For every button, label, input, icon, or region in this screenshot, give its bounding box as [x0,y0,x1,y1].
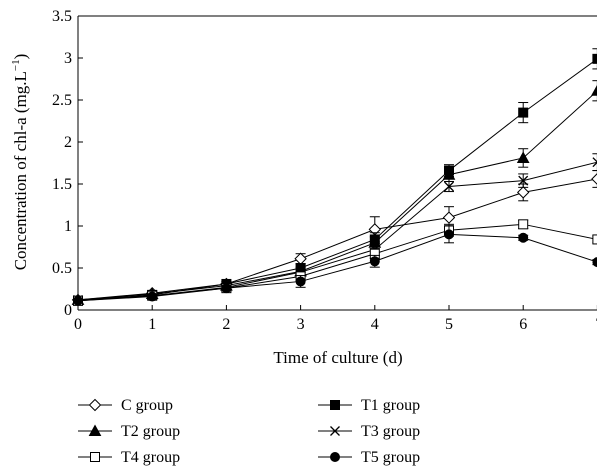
y-tick-label: 0 [64,302,72,319]
data-point [518,219,529,230]
series-line [77,223,597,302]
data-point [444,229,454,240]
data-point [591,173,597,185]
legend-item: T2 group [78,423,180,440]
data-point [294,252,307,265]
x-tick-label: 4 [371,316,379,333]
legend-marker [90,452,100,462]
data-point [592,257,597,268]
series-line [77,178,597,301]
legend-marker [330,452,340,462]
legend-marker [330,400,340,410]
legend-label: C group [121,397,173,414]
y-axis-title: Concentration of chl-a (mg.L−1) [10,54,30,271]
x-axis-title: Time of culture (d) [273,348,402,367]
x-tick-label: 3 [297,316,305,333]
y-tick-label: 2 [64,134,72,151]
legend-marker [330,426,340,436]
data-point [369,256,380,267]
x-tick-label: 7 [595,316,597,333]
series-t1-group [73,48,597,306]
series-layer [71,48,597,307]
series-t5-group [73,225,597,306]
legend-label: T1 group [361,397,420,414]
x-tick-label: 6 [519,316,527,333]
legend-item: C group [78,397,173,414]
y-tick-label: 2.5 [52,92,72,109]
data-point [591,84,597,96]
y-axis-title-main: Concentration of chl-a (mg.L [11,71,30,270]
y-tick-label: 1 [64,218,72,235]
legend-label: T4 group [121,449,180,466]
legend-label: T2 group [121,423,180,440]
legend-label: T5 group [361,449,420,466]
series-line [77,233,597,302]
data-point [516,186,530,199]
y-tick-label: 1.5 [52,176,72,193]
legend-item: T1 group [318,397,420,414]
y-axis-title-close: ) [11,54,30,60]
legend-marker [88,398,102,412]
series-line [77,161,597,301]
x-tick-label: 5 [445,316,453,333]
x-tick-label: 1 [148,316,156,333]
data-point [295,276,306,287]
data-point [516,151,530,163]
data-point [444,181,454,192]
legend-item: T5 group [318,449,420,466]
y-tick-label: 3.5 [52,8,72,25]
axes: 0 1 2 3 4 5 6 7 0 0.5 1 1.5 2 2.5 3 3.5 [52,8,597,333]
legend-label: T3 group [361,423,420,440]
data-point [73,295,83,306]
data-point [518,175,529,186]
data-point [147,291,158,302]
data-point [592,53,597,64]
data-point [442,211,456,224]
x-tick-label: 2 [222,316,230,333]
legend-item: T4 group [78,449,180,466]
series-line [77,90,597,301]
data-point [221,283,232,294]
y-axis-title-sup: −1 [10,59,22,71]
legend-item: T3 group [318,423,420,440]
y-tick-label: 0.5 [52,260,72,277]
y-tick-label: 3 [64,50,72,67]
legend: C group T1 group T2 group T3 group T4 group T… [78,397,420,466]
data-point [592,157,597,168]
data-point [518,232,529,243]
data-point [518,107,529,118]
data-point [592,234,597,245]
data-point [442,168,456,180]
x-tick-label: 0 [74,316,82,333]
series-line [77,58,597,302]
legend-marker [88,424,102,436]
